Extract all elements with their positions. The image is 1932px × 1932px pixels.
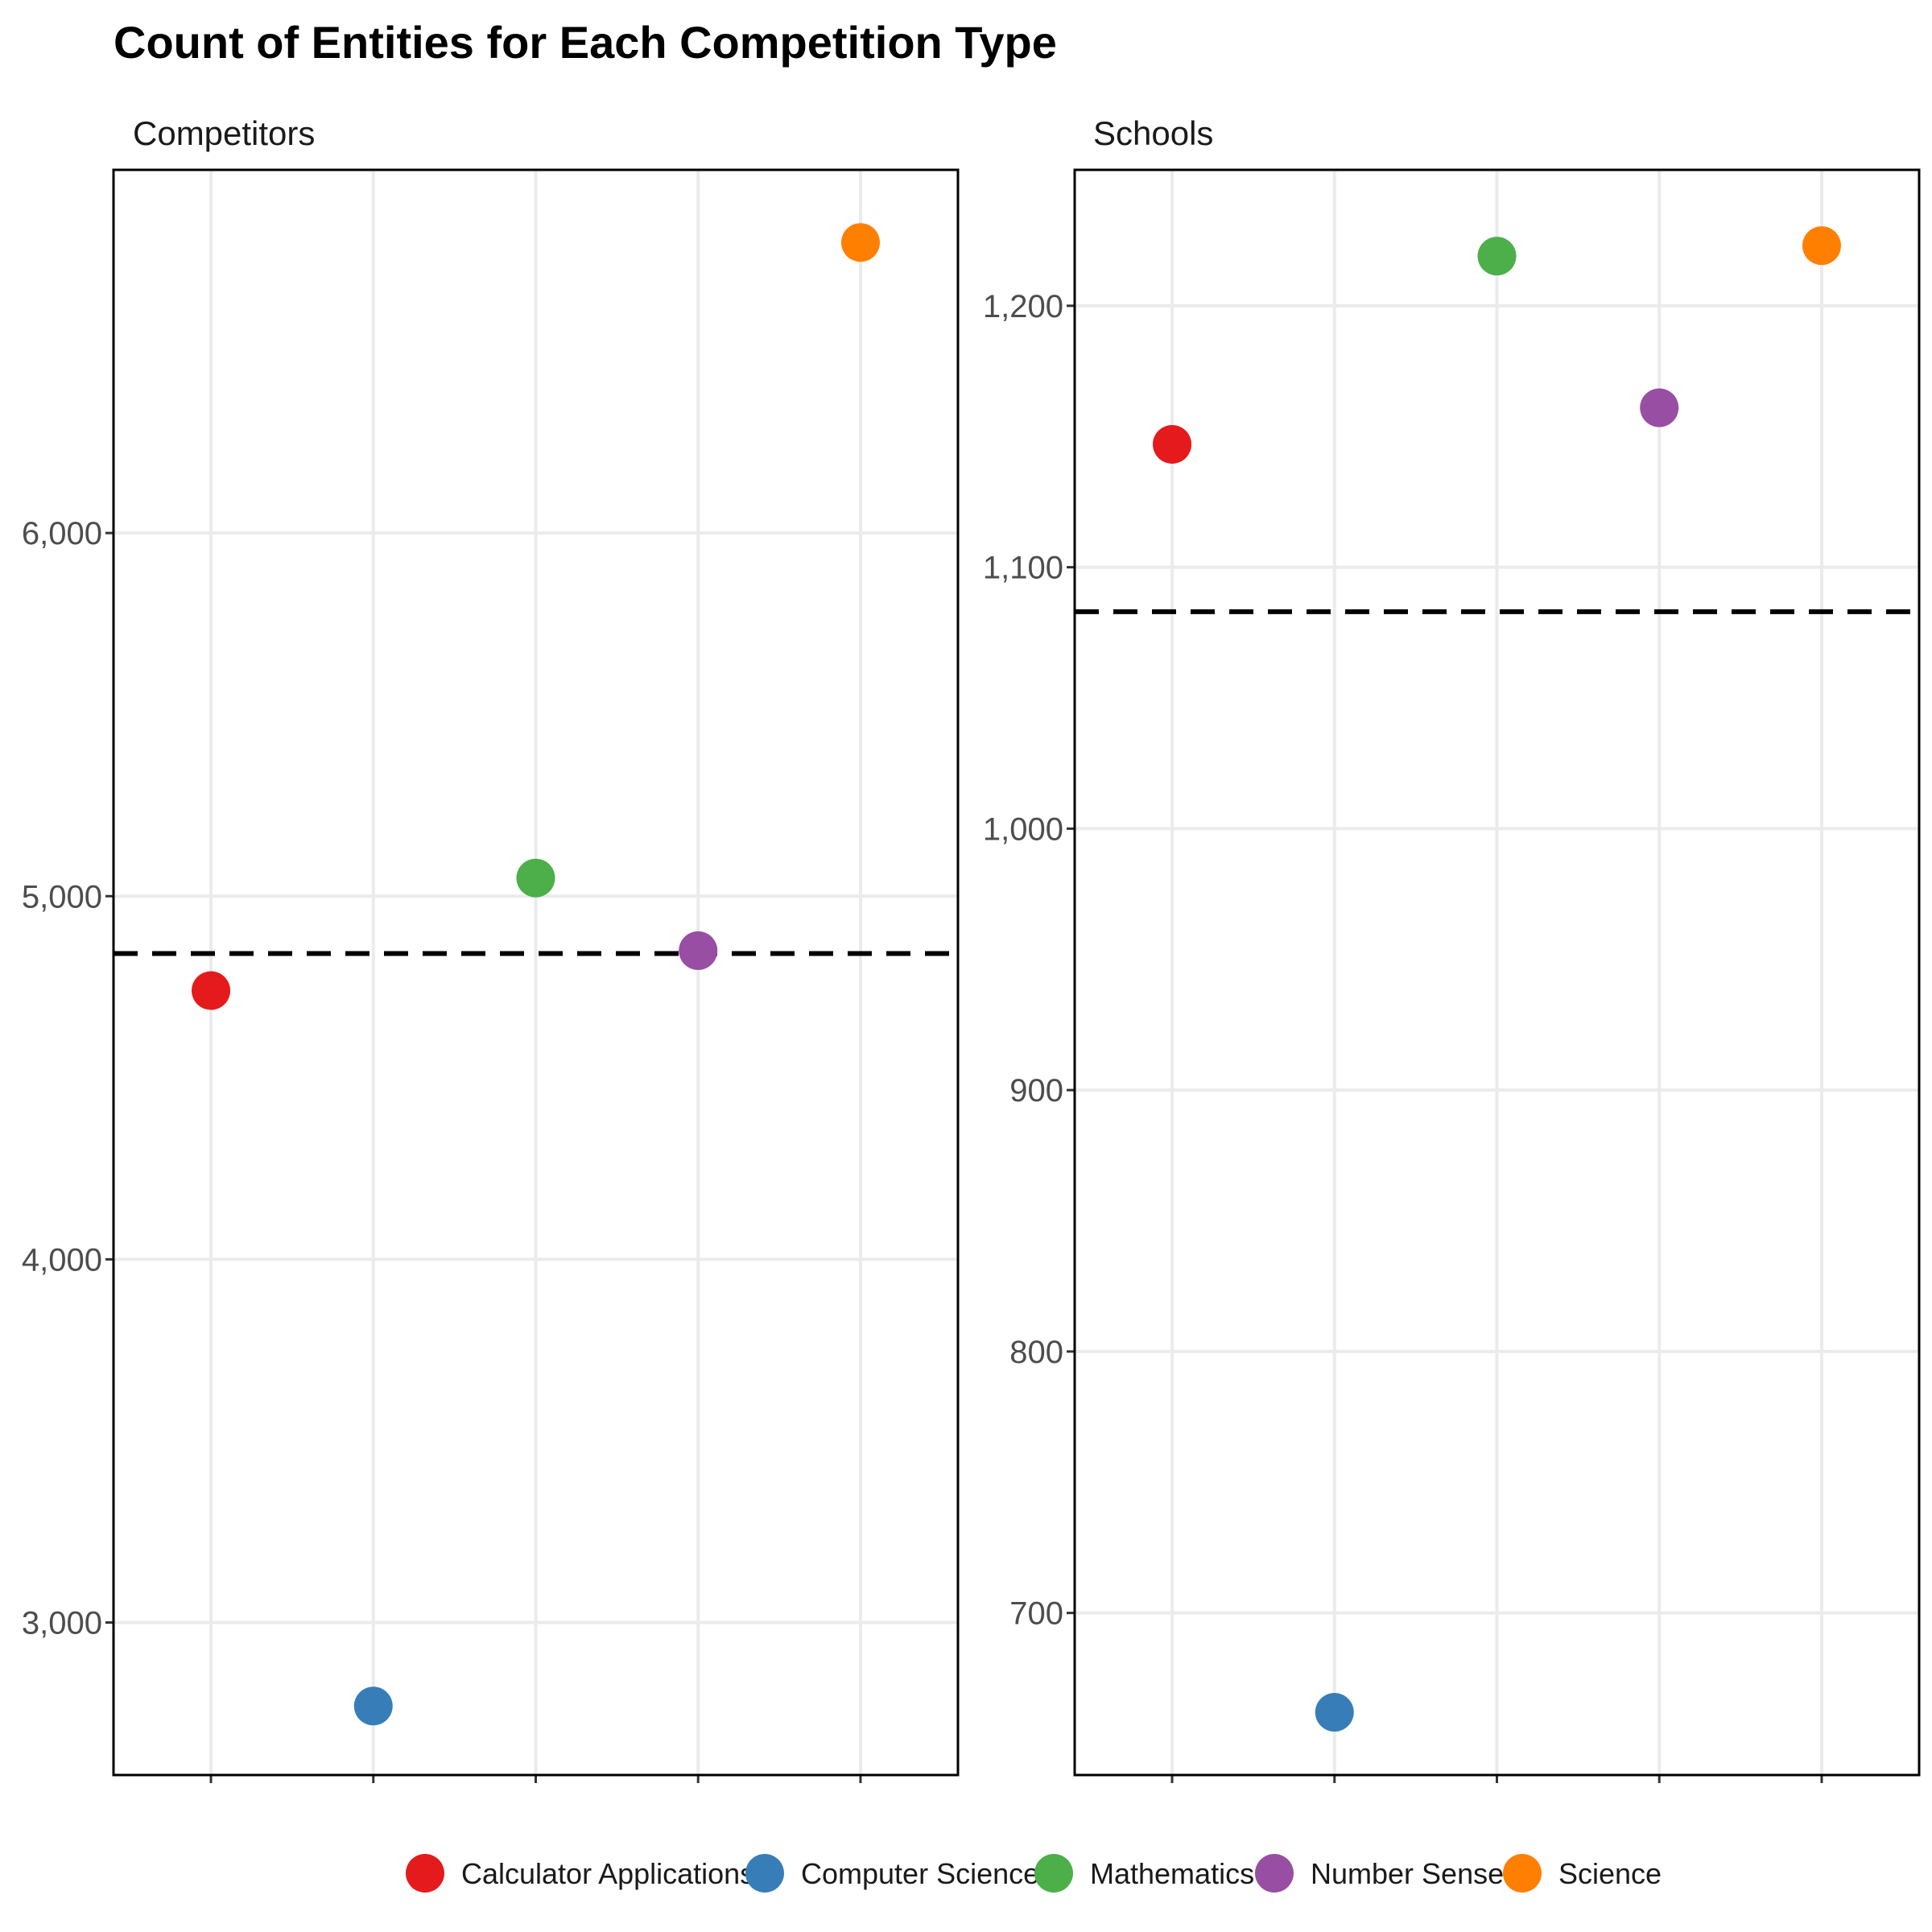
schools-point-computer-science xyxy=(1315,1693,1354,1732)
panel-schools: Schools 700 800 900 1,000 1,100 1,200 xyxy=(983,114,1921,1783)
y-tick-label: 800 xyxy=(1009,1335,1063,1370)
schools-point-mathematics xyxy=(1477,237,1517,276)
panel-competitors-label: Competitors xyxy=(133,114,315,152)
panel-schools-marks xyxy=(1075,226,1919,1732)
legend-label-calculator-applications: Calculator Applications xyxy=(461,1857,754,1890)
y-tick-label: 5,000 xyxy=(22,879,102,914)
y-tick-label: 1,100 xyxy=(983,551,1063,586)
panel-schools-label: Schools xyxy=(1093,114,1213,152)
panel-competitors: Competitors 3,000 4,000 5,000 6,000 xyxy=(22,114,960,1783)
schools-point-science xyxy=(1802,226,1841,266)
panel-competitors-y-axis: 3,000 4,000 5,000 6,000 xyxy=(22,516,114,1641)
panel-competitors-marks xyxy=(114,223,958,1726)
legend-key-calculator-applications xyxy=(406,1854,444,1893)
y-tick-label: 3,000 xyxy=(22,1606,102,1641)
schools-point-calculator-applications xyxy=(1153,424,1192,464)
legend-label-science: Science xyxy=(1558,1857,1662,1890)
legend-label-computer-science: Computer Science xyxy=(801,1857,1039,1890)
y-tick-label: 4,000 xyxy=(22,1242,102,1278)
chart-title: Count of Entities for Each Competition T… xyxy=(114,17,1057,68)
legend-label-number-sense: Number Sense xyxy=(1311,1857,1504,1890)
panel-schools-y-axis: 700 800 900 1,000 1,100 1,200 xyxy=(983,289,1075,1632)
y-tick-label: 900 xyxy=(1009,1073,1063,1108)
legend-label-mathematics: Mathematics xyxy=(1090,1857,1254,1890)
panel-schools-border xyxy=(1073,168,1921,1777)
legend-key-mathematics xyxy=(1034,1854,1073,1893)
y-tick-label: 6,000 xyxy=(22,516,102,551)
panel-schools-grid xyxy=(1075,170,1919,1783)
y-tick-label: 1,000 xyxy=(983,811,1063,847)
competitors-point-computer-science xyxy=(353,1686,393,1726)
competitors-point-number-sense xyxy=(679,931,718,970)
competitors-point-calculator-applications xyxy=(192,971,231,1010)
legend-key-computer-science xyxy=(745,1854,784,1893)
legend-key-number-sense xyxy=(1255,1854,1294,1893)
y-tick-label: 700 xyxy=(1009,1596,1063,1632)
panel-competitors-border xyxy=(112,168,960,1777)
legend: Calculator Applications Computer Science… xyxy=(406,1854,1662,1893)
panel-competitors-grid xyxy=(114,170,958,1783)
legend-key-science xyxy=(1503,1854,1542,1893)
competitors-point-science xyxy=(840,223,880,262)
schools-point-number-sense xyxy=(1640,388,1679,427)
competitors-point-mathematics xyxy=(516,858,555,898)
y-tick-label: 1,200 xyxy=(983,289,1063,324)
